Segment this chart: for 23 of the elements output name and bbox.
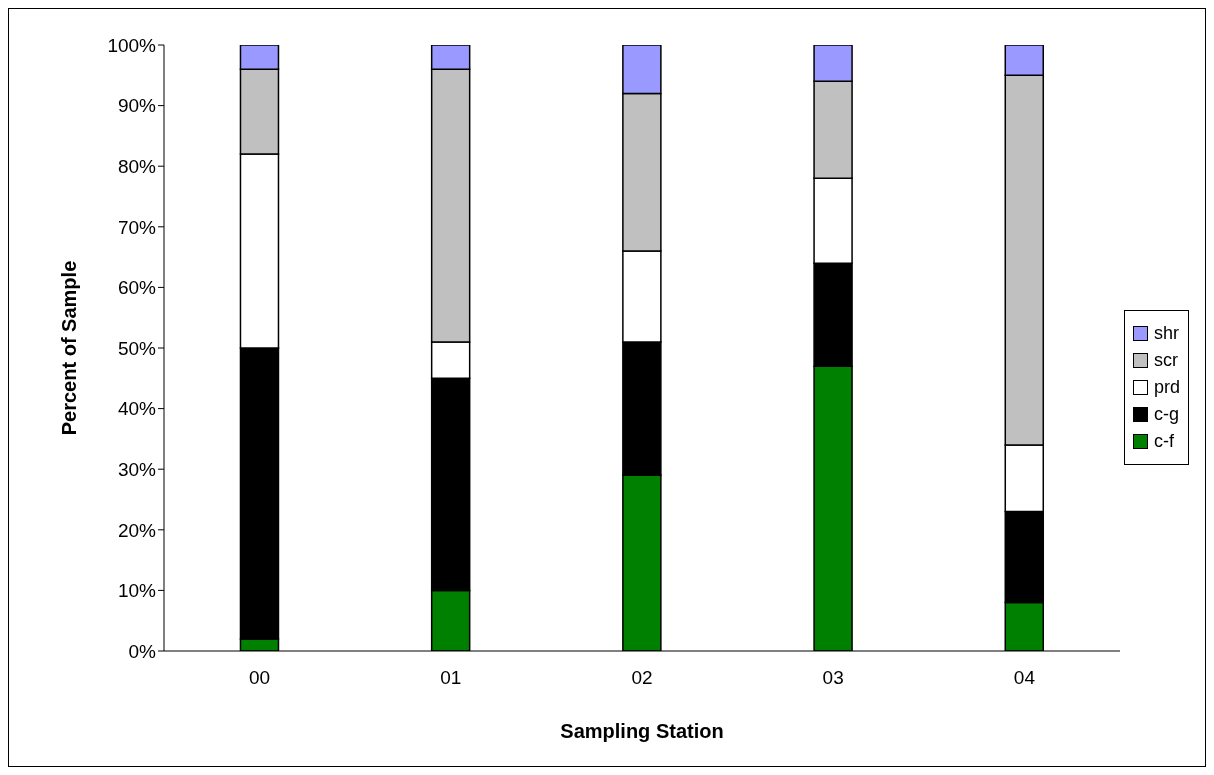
x-tick-label: 04	[1013, 667, 1036, 689]
legend-label: prd	[1153, 377, 1180, 398]
x-tick-label: 02	[631, 667, 653, 689]
x-tick-label: 00	[249, 667, 271, 689]
y-tick-label: 20%	[117, 519, 157, 541]
y-tick-label: 80%	[117, 155, 157, 177]
y-tick-label: 40%	[117, 398, 157, 420]
y-tick-label: 10%	[117, 580, 157, 602]
x-tick-label: 03	[822, 667, 844, 689]
y-tick-label: 50%	[117, 337, 157, 359]
legend-label: c-g	[1153, 404, 1179, 425]
y-tick-label: 0%	[128, 640, 157, 662]
legend-label: shr	[1153, 323, 1179, 344]
x-tick-label: 01	[440, 667, 462, 689]
x-axis-title: Sampling Station	[560, 720, 724, 742]
legend-label: c-f	[1153, 431, 1174, 452]
y-tick-label: 70%	[117, 216, 157, 238]
y-tick-label: 60%	[117, 277, 157, 299]
y-axis-title: Percent of Sample	[58, 260, 81, 436]
y-tick-label: 90%	[117, 95, 157, 117]
legend-label: scr	[1153, 350, 1178, 371]
y-tick-label: 100%	[107, 34, 157, 56]
y-tick-label: 30%	[117, 458, 157, 480]
